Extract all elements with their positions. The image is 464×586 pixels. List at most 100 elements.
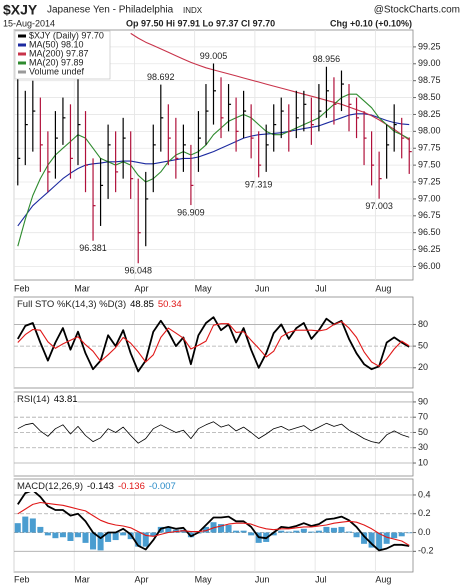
legend-swatch xyxy=(18,43,26,47)
legend-swatch xyxy=(18,34,26,38)
x-tick-label: May xyxy=(195,574,213,584)
histogram-bar xyxy=(345,531,353,533)
legend-entry: $XJY (Daily) 97.70 xyxy=(29,30,104,40)
y-tick-label: 96.25 xyxy=(418,244,441,254)
histogram-bar xyxy=(338,526,345,533)
series-line xyxy=(17,316,410,373)
histogram-bar xyxy=(44,532,51,536)
histogram-bar xyxy=(82,532,89,543)
histogram-bar xyxy=(270,532,277,536)
y-tick-label: 0.4 xyxy=(418,489,431,499)
histogram-bar xyxy=(105,532,112,542)
histogram-bar xyxy=(383,532,390,544)
series-line xyxy=(17,421,410,444)
legend-entry: MA(200) 97.87 xyxy=(29,48,89,58)
histogram-bar xyxy=(361,532,368,544)
y-tick-label: 98.25 xyxy=(418,109,441,119)
series-line xyxy=(17,113,410,227)
histogram-bar xyxy=(37,526,44,533)
panel-title-part: 48.85 xyxy=(130,299,154,310)
y-tick-label: 50 xyxy=(418,340,428,350)
histogram-bar xyxy=(240,530,247,533)
histogram-bar xyxy=(233,530,240,533)
panel-title: Full STO %K(14,3) %D(3) 48.85 50.34 xyxy=(17,299,182,310)
price-annotation: 99.005 xyxy=(200,51,228,61)
histogram-bar xyxy=(218,524,225,533)
y-tick-label: -0.2 xyxy=(418,546,434,556)
panel-title: MACD(12,26,9) -0.143 -0.136 -0.007 xyxy=(17,481,176,492)
x-tick-label: Jul xyxy=(315,574,327,584)
panel-title-bg xyxy=(15,480,168,492)
histogram-bar xyxy=(150,532,157,537)
y-tick-label: 98.50 xyxy=(418,92,441,102)
histogram-bar xyxy=(74,532,82,538)
y-tick-label: 97.75 xyxy=(418,143,441,153)
panel-title-bg xyxy=(15,298,178,310)
legend-swatch xyxy=(18,52,26,56)
panel-title-part: 43.81 xyxy=(54,394,78,405)
histogram-bar xyxy=(330,527,337,533)
legend-swatch xyxy=(18,70,26,74)
histogram-bar xyxy=(248,532,255,536)
histogram-bar xyxy=(278,530,285,533)
x-tick-label: Feb xyxy=(14,283,30,293)
legend-entry: MA(20) 97.89 xyxy=(29,57,84,67)
histogram-bar xyxy=(376,532,383,550)
x-tick-label: May xyxy=(195,283,213,293)
histogram-bar xyxy=(368,532,375,548)
y-tick-label: 98.75 xyxy=(418,75,441,85)
x-tick-label: Jun xyxy=(255,283,270,293)
histogram-bar xyxy=(29,518,36,533)
price-annotation: 97.003 xyxy=(365,201,393,211)
x-tick-label: Aug xyxy=(375,283,391,293)
x-tick-label: Feb xyxy=(14,574,30,584)
y-tick-label: 0.0 xyxy=(418,527,431,537)
y-tick-label: 70 xyxy=(418,412,428,422)
price-annotation: 98.956 xyxy=(313,54,341,64)
y-tick-label: 99.00 xyxy=(418,58,441,68)
y-tick-label: 10 xyxy=(418,457,428,467)
histogram-bar xyxy=(22,516,29,533)
panel-title-name: Full STO %K(14,3) %D(3) xyxy=(17,299,126,310)
y-tick-label: 20 xyxy=(418,362,428,372)
histogram-bar xyxy=(225,525,232,533)
histogram-bar xyxy=(300,528,307,533)
y-tick-label: 50 xyxy=(418,427,428,437)
histogram-bar xyxy=(187,532,194,538)
change: Chg +0.10 (+0.10%) xyxy=(330,18,412,28)
legend-entry: MA(50) 98.10 xyxy=(29,39,84,49)
panel-frame xyxy=(13,296,414,389)
histogram-bar xyxy=(90,532,97,550)
histogram-bar xyxy=(398,532,405,537)
y-tick-label: 98.00 xyxy=(418,126,441,136)
series-line xyxy=(17,93,410,247)
legend-entry: Volume undef xyxy=(29,66,85,76)
price-annotation: 96.909 xyxy=(177,207,205,217)
panel-title-part: 50.34 xyxy=(158,299,182,310)
histogram-bar xyxy=(97,532,104,551)
histogram-bar xyxy=(14,523,21,533)
histogram-bar xyxy=(165,526,172,533)
panel-title-name: MACD(12,26,9) xyxy=(17,481,83,492)
histogram-bar xyxy=(293,530,300,533)
series-line xyxy=(17,321,410,367)
y-tick-label: 97.25 xyxy=(418,176,441,186)
histogram-bar xyxy=(112,532,119,541)
histogram-bar xyxy=(142,532,149,547)
x-tick-label: Apr xyxy=(134,283,148,293)
x-tick-label: Jun xyxy=(255,574,270,584)
y-tick-label: 97.00 xyxy=(418,193,441,203)
histogram-bar xyxy=(67,532,74,541)
histogram-bar xyxy=(353,532,360,538)
date: 15-Aug-2014 xyxy=(3,18,55,28)
panel-frame xyxy=(13,391,414,477)
y-tick-label: 97.50 xyxy=(418,160,441,170)
y-tick-label: 99.25 xyxy=(418,41,441,51)
x-tick-label: Mar xyxy=(74,283,90,293)
x-tick-label: Aug xyxy=(375,574,391,584)
legend-box xyxy=(14,30,111,80)
histogram-bar xyxy=(406,532,413,534)
histogram-bar xyxy=(308,531,315,533)
x-tick-label: Jul xyxy=(315,283,327,293)
